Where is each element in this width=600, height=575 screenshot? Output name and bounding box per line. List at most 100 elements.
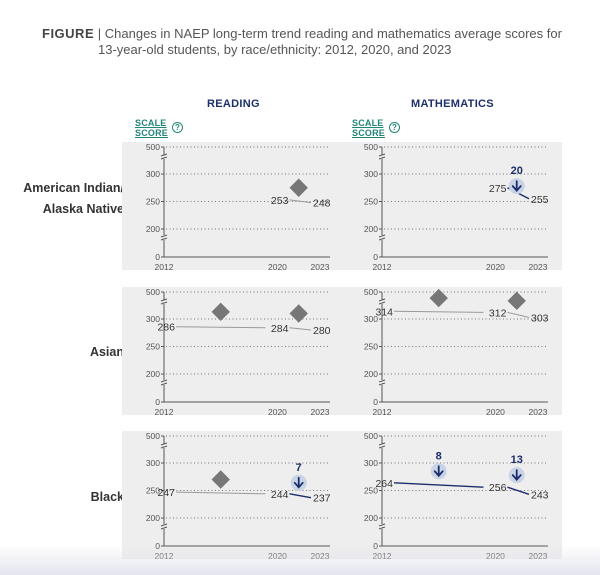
x-tick-label: 2023 <box>529 551 548 561</box>
y-tick-label: 500 <box>146 142 160 152</box>
panel-background <box>340 287 562 415</box>
column-header-mathematics: MATHEMATICS <box>411 98 494 110</box>
scale-label-line2: SCORE <box>135 128 169 138</box>
decrease-label: 8 <box>436 450 442 462</box>
x-tick-label: 2012 <box>155 407 174 417</box>
series-line <box>393 310 484 313</box>
y-tick-label: 200 <box>146 369 160 379</box>
y-tick-label: 250 <box>364 342 378 352</box>
help-icon[interactable]: ? <box>172 122 183 133</box>
panel-background <box>122 287 340 415</box>
scale-score-link-reading[interactable]: SCALE SCORE <box>135 118 168 138</box>
down-arrow-icon <box>433 465 444 478</box>
axis-break-mark <box>378 298 386 305</box>
y-tick-label: 200 <box>146 513 160 523</box>
y-tick-label: 300 <box>364 314 378 324</box>
decrease-label: 13 <box>511 454 523 466</box>
chart-panel: 0 200 250 300 500 2012 2020 2023 253 248 <box>146 142 331 272</box>
no-change-diamond <box>289 304 308 323</box>
y-tick-label: 250 <box>146 342 160 352</box>
y-tick-label: 300 <box>146 458 160 468</box>
y-tick-label: 300 <box>146 169 160 179</box>
y-tick-label: 300 <box>364 458 378 468</box>
row-label-american-indian: American Indian/ Alaska Native <box>0 178 124 220</box>
data-label: 243 <box>531 489 549 501</box>
down-arrow-icon <box>511 469 522 481</box>
x-tick-label: 2012 <box>155 551 174 561</box>
y-tick-label: 0 <box>373 252 378 262</box>
axis-break-mark <box>160 234 168 241</box>
data-label: 303 <box>531 312 549 324</box>
x-tick-label: 2020 <box>268 262 287 272</box>
no-change-diamond <box>211 302 230 322</box>
data-label: 237 <box>313 493 331 505</box>
data-label: 248 <box>313 198 331 210</box>
scale-label-line2: SCORE <box>352 128 386 138</box>
x-tick-label: 2023 <box>529 407 548 417</box>
row-label-asian: Asian <box>0 342 124 363</box>
scale-score-link-math[interactable]: SCALE SCORE <box>352 118 385 138</box>
x-tick-label: 2012 <box>373 407 392 417</box>
figure-separator: | <box>97 26 102 41</box>
axis-break-mark <box>378 523 386 530</box>
chart-panel: 0 200 250 300 500 2012 2020 2023 314 312 303 <box>364 287 549 417</box>
figure-title: FIGURE | Changes in NAEP long-term trend… <box>42 26 582 58</box>
data-label: 264 <box>375 478 393 490</box>
y-tick-label: 200 <box>146 224 160 234</box>
panel-background <box>122 431 340 559</box>
y-tick-label: 500 <box>146 287 160 297</box>
y-tick-label: 0 <box>155 252 160 262</box>
figure-label: FIGURE <box>42 26 95 41</box>
row-label-black: Black <box>0 487 124 508</box>
panel-background <box>340 142 562 270</box>
chart-panel: 0 200 250 300 500 2012 2020 2023 275 255 20 <box>364 142 549 272</box>
y-tick-label: 0 <box>373 541 378 551</box>
x-tick-label: 2020 <box>486 551 505 561</box>
row-label-line1: American Indian/ <box>23 181 124 195</box>
help-icon[interactable]: ? <box>389 122 400 133</box>
data-label: 247 <box>157 487 175 499</box>
x-tick-label: 2012 <box>373 262 392 272</box>
data-label: 280 <box>313 325 331 337</box>
scale-label-line1: SCALE <box>352 118 384 128</box>
y-tick-label: 200 <box>364 513 378 523</box>
data-label: 314 <box>375 306 393 318</box>
axis-break-mark <box>378 153 386 160</box>
x-tick-label: 2020 <box>268 407 287 417</box>
axis-break-mark <box>160 379 168 386</box>
chart-panel: 0 200 250 300 500 2012 2020 2023 286 284 280 <box>146 287 331 417</box>
series-line <box>289 199 312 204</box>
axis-break-mark <box>378 234 386 241</box>
y-tick-label: 500 <box>364 287 378 297</box>
y-tick-label: 200 <box>364 224 378 234</box>
data-label: 286 <box>157 322 175 334</box>
data-label: 275 <box>489 183 507 195</box>
no-change-diamond <box>211 470 230 489</box>
x-tick-label: 2020 <box>268 551 287 561</box>
data-label: 255 <box>531 194 549 206</box>
series-line <box>175 326 266 329</box>
y-tick-label: 250 <box>146 486 160 496</box>
x-tick-label: 2012 <box>373 551 392 561</box>
y-tick-label: 250 <box>364 197 378 207</box>
y-tick-label: 0 <box>373 397 378 407</box>
data-label: 256 <box>489 482 507 494</box>
row-label-line1: Asian <box>89 345 124 359</box>
figure-title-line1: Changes in NAEP long-term trend reading … <box>104 26 562 41</box>
row-label-line2: Alaska Native <box>42 202 124 216</box>
no-change-diamond <box>289 178 308 197</box>
panel-background <box>340 431 562 559</box>
data-label: 253 <box>271 195 289 207</box>
y-tick-label: 250 <box>364 486 378 496</box>
chart-panel: 0 200 250 300 500 2012 2020 2023 264 256 243 8 13 <box>364 431 549 561</box>
y-tick-label: 500 <box>364 431 378 441</box>
y-tick-label: 300 <box>146 314 160 324</box>
data-label: 244 <box>271 489 289 501</box>
x-tick-label: 2020 <box>486 262 505 272</box>
x-tick-label: 2023 <box>529 262 548 272</box>
series-line <box>393 482 484 488</box>
axis-break-mark <box>160 523 168 530</box>
y-tick-label: 300 <box>364 169 378 179</box>
y-tick-label: 500 <box>364 142 378 152</box>
